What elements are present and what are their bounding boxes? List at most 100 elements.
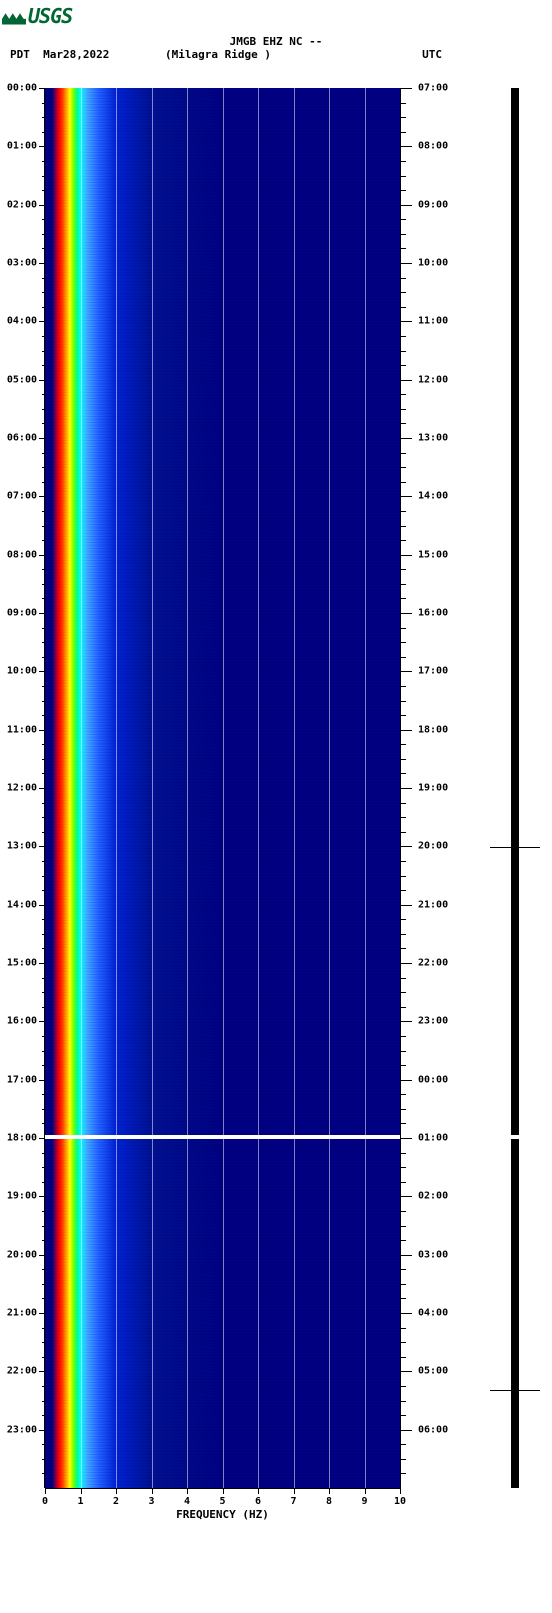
right-tick-major <box>400 1371 412 1372</box>
grid-line-v <box>152 88 153 1488</box>
right-tick-label: 22:00 <box>418 958 448 969</box>
right-tick-minor <box>400 992 406 993</box>
right-tick-minor <box>400 1051 406 1052</box>
right-tick-minor <box>400 278 406 279</box>
right-tick-label: 04:00 <box>418 1308 448 1319</box>
right-tick-minor <box>400 1386 406 1387</box>
location-label: (Milagra Ridge ) <box>165 48 271 61</box>
left-tick-minor <box>42 642 45 643</box>
left-tick-label: 07:00 <box>7 491 37 502</box>
right-tick-minor <box>400 336 406 337</box>
grid-line-v <box>365 88 366 1488</box>
x-tick-mark <box>329 1488 330 1494</box>
right-tick-major <box>400 146 412 147</box>
right-tick-minor <box>400 803 406 804</box>
x-tick-label: 6 <box>255 1496 261 1507</box>
right-tick-minor <box>400 511 406 512</box>
left-tick-minor <box>42 526 45 527</box>
grid-line-v <box>329 88 330 1488</box>
plot-header: JMGB EHZ NC -- PDT Mar28,2022 (Milagra R… <box>0 35 552 62</box>
waveform-trace <box>490 88 540 1488</box>
x-tick-label: 9 <box>361 1496 367 1507</box>
x-tick-mark <box>365 1488 366 1494</box>
x-tick-mark <box>223 1488 224 1494</box>
right-tick-minor <box>400 773 406 774</box>
right-tick-label: 09:00 <box>418 199 448 210</box>
right-tick-minor <box>400 1240 406 1241</box>
right-tick-minor <box>400 934 406 935</box>
left-tick-minor <box>42 1284 45 1285</box>
right-tick-minor <box>400 569 406 570</box>
left-tick-minor <box>42 132 45 133</box>
right-tick-minor <box>400 482 406 483</box>
right-tick-label: 13:00 <box>418 433 448 444</box>
x-tick-mark <box>45 1488 46 1494</box>
right-tick-minor <box>400 1342 406 1343</box>
right-tick-major <box>400 671 412 672</box>
right-tick-minor <box>400 1153 406 1154</box>
right-tick-label: 12:00 <box>418 374 448 385</box>
right-tick-label: 18:00 <box>418 724 448 735</box>
right-tick-minor <box>400 744 406 745</box>
left-tick-minor <box>42 803 45 804</box>
right-tick-label: 15:00 <box>418 549 448 560</box>
grid-line-v <box>294 88 295 1488</box>
right-tick-major <box>400 263 412 264</box>
left-tick-label: 19:00 <box>7 1191 37 1202</box>
right-tick-major <box>400 1313 412 1314</box>
right-tick-major <box>400 496 412 497</box>
right-tick-minor <box>400 248 406 249</box>
left-tick-major <box>39 205 45 206</box>
grid-line-v <box>258 88 259 1488</box>
left-tick-minor <box>42 773 45 774</box>
left-tick-major <box>39 1196 45 1197</box>
right-tick-minor <box>400 409 406 410</box>
right-tick-minor <box>400 1123 406 1124</box>
waveform-gap <box>490 1135 540 1139</box>
left-tick-major <box>39 88 45 89</box>
right-tick-major <box>400 730 412 731</box>
x-tick-label: 2 <box>113 1496 119 1507</box>
left-tick-minor <box>42 219 45 220</box>
left-tick-label: 11:00 <box>7 724 37 735</box>
left-tz-label: PDT Mar28,2022 <box>10 48 109 61</box>
left-tick-minor <box>42 117 45 118</box>
left-tick-major <box>39 1021 45 1022</box>
left-tick-minor <box>42 292 45 293</box>
right-tick-minor <box>400 1459 406 1460</box>
left-tick-label: 02:00 <box>7 199 37 210</box>
right-tick-minor <box>400 453 406 454</box>
right-tick-minor <box>400 526 406 527</box>
left-tick-minor <box>42 511 45 512</box>
right-tick-minor <box>400 219 406 220</box>
frequency-axis: 012345678910 FREQUENCY (HZ) <box>45 1488 400 1528</box>
left-tick-label: 09:00 <box>7 608 37 619</box>
right-tick-label: 03:00 <box>418 1249 448 1260</box>
usgs-logo: USGS <box>2 4 72 28</box>
left-tick-label: 04:00 <box>7 316 37 327</box>
right-tick-minor <box>400 759 406 760</box>
left-tick-minor <box>42 744 45 745</box>
left-tick-major <box>39 1371 45 1372</box>
right-tick-minor <box>400 1182 406 1183</box>
left-tick-minor <box>42 1153 45 1154</box>
right-tick-major <box>400 1021 412 1022</box>
right-tick-minor <box>400 948 406 949</box>
right-tick-minor <box>400 365 406 366</box>
right-tick-minor <box>400 117 406 118</box>
right-tick-minor <box>400 540 406 541</box>
right-tick-major <box>400 846 412 847</box>
right-tick-minor <box>400 1094 406 1095</box>
x-tick-label: 0 <box>42 1496 48 1507</box>
left-tick-minor <box>42 715 45 716</box>
left-tick-label: 05:00 <box>7 374 37 385</box>
right-tick-minor <box>400 190 406 191</box>
left-tick-minor <box>42 336 45 337</box>
left-tick-minor <box>42 307 45 308</box>
left-tick-minor <box>42 1357 45 1358</box>
left-tick-minor <box>42 467 45 468</box>
left-tick-minor <box>42 861 45 862</box>
x-tick-mark <box>81 1488 82 1494</box>
right-tick-label: 01:00 <box>418 1133 448 1144</box>
left-tick-minor <box>42 409 45 410</box>
